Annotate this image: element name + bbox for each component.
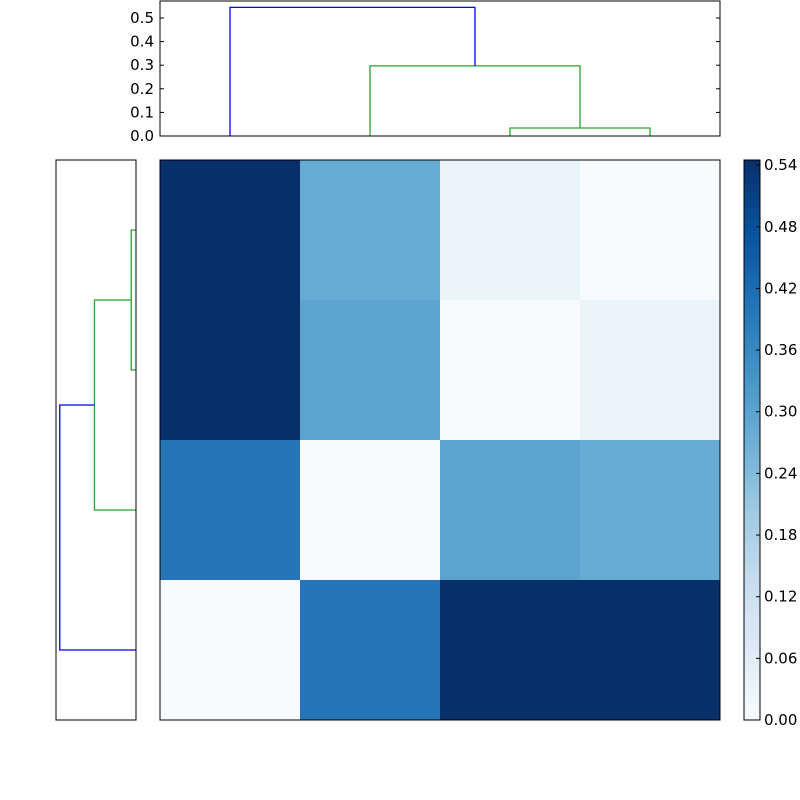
heatmap-cell	[580, 580, 721, 721]
dendrogram-link	[59, 404, 136, 651]
colorbar-tick-label: 0.30	[764, 403, 797, 421]
y-tick-label: 0.4	[130, 33, 154, 51]
colorbar-tick-label: 0.42	[764, 279, 797, 297]
heatmap-cell	[160, 160, 301, 301]
y-tick-label: 0.0	[130, 127, 154, 145]
heatmap-cell	[160, 300, 301, 441]
heatmap-cell	[300, 580, 441, 721]
y-tick-label: 0.1	[130, 103, 154, 121]
heatmap-cell	[440, 440, 581, 581]
colorbar-tick-label: 0.48	[764, 218, 797, 236]
y-tick-label: 0.2	[130, 80, 154, 98]
colorbar-tick-label: 0.00	[764, 711, 797, 729]
colorbar-tick-label: 0.06	[764, 649, 797, 667]
colorbar: 0.00 0.06 0.12 0.18 0.24 0.30 0.36 0.42 0.48 0.54	[743, 156, 797, 729]
top-dendrogram: 0.0 0.1 0.2 0.3 0.4 0.5	[130, 0, 721, 145]
colorbar-tick-label: 0.54	[764, 156, 797, 174]
heatmap-cell	[580, 300, 721, 441]
dendrogram-link	[509, 127, 651, 136]
dendrogram-link	[369, 65, 581, 136]
dendrogram-link	[130, 229, 136, 371]
heatmap-cell	[160, 580, 301, 721]
heatmap-cell	[300, 300, 441, 441]
heatmap-cell	[580, 440, 721, 581]
left-dendrogram-frame	[55, 159, 137, 721]
y-tick-label: 0.5	[130, 9, 154, 27]
heatmap	[159, 159, 721, 721]
heatmap-cell	[300, 440, 441, 581]
colorbar-bar	[743, 159, 761, 721]
colorbar-tick-label: 0.18	[764, 526, 797, 544]
heatmap-cell	[440, 160, 581, 301]
top-dendrogram-frame	[159, 0, 721, 137]
colorbar-tick-label: 0.12	[764, 588, 797, 606]
heatmap-cell	[440, 300, 581, 441]
dendrogram-link	[229, 6, 476, 136]
colorbar-tick-label: 0.36	[764, 341, 797, 359]
colorbar-tick-label: 0.24	[764, 464, 797, 482]
heatmap-cell	[160, 440, 301, 581]
left-dendrogram	[55, 159, 137, 721]
heatmap-cell	[300, 160, 441, 301]
dendrogram-link	[93, 299, 136, 511]
heatmap-frame	[159, 159, 721, 721]
heatmap-cell	[580, 160, 721, 301]
y-tick-label: 0.3	[130, 56, 154, 74]
heatmap-cell	[440, 580, 581, 721]
